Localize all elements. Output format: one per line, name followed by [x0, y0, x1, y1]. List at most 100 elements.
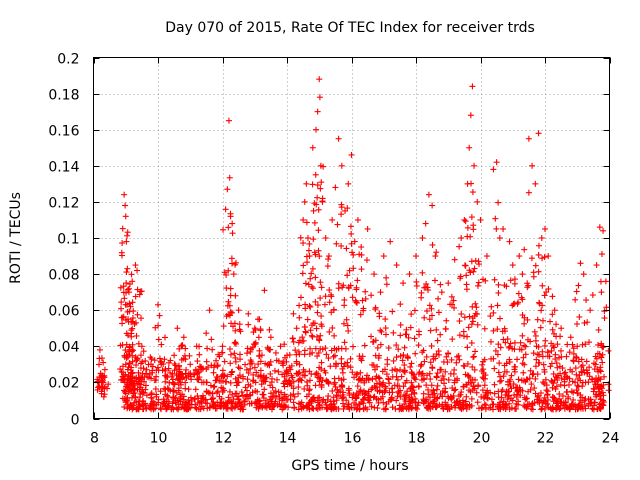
data-point — [316, 336, 323, 343]
data-point — [303, 180, 310, 187]
data-point — [579, 394, 586, 401]
data-point — [376, 387, 383, 394]
data-point — [233, 379, 240, 386]
data-point — [213, 389, 220, 396]
data-point — [161, 356, 168, 363]
data-point — [395, 389, 402, 396]
data-point — [257, 372, 264, 379]
data-point — [530, 350, 537, 357]
data-point — [309, 181, 316, 188]
data-point — [527, 386, 534, 393]
data-point — [173, 405, 180, 412]
data-point — [226, 346, 233, 353]
data-point — [124, 394, 131, 401]
data-point — [255, 361, 262, 368]
data-point — [357, 377, 364, 384]
data-point — [469, 189, 476, 196]
data-point — [545, 253, 552, 260]
data-point — [249, 378, 256, 385]
data-point — [306, 240, 313, 247]
data-point — [487, 404, 494, 411]
data-point — [312, 298, 319, 305]
data-point — [315, 206, 322, 213]
data-point — [121, 395, 128, 402]
data-point — [157, 388, 164, 395]
data-point — [237, 365, 244, 372]
data-point — [339, 365, 346, 372]
data-point — [509, 397, 516, 404]
data-point — [494, 351, 501, 358]
data-point — [445, 395, 452, 402]
data-point — [159, 401, 166, 408]
data-point — [134, 286, 141, 293]
data-point — [420, 396, 427, 403]
data-point — [404, 353, 411, 360]
data-point — [421, 358, 428, 365]
data-point — [194, 392, 201, 399]
data-point — [517, 339, 524, 346]
data-point — [534, 316, 541, 323]
data-point — [595, 326, 602, 333]
data-point — [408, 311, 415, 318]
data-point — [350, 265, 357, 272]
data-point — [536, 300, 543, 307]
data-point — [120, 283, 127, 290]
data-point — [129, 278, 136, 285]
data-point — [300, 366, 307, 373]
data-point — [317, 332, 324, 339]
data-point — [374, 363, 381, 370]
data-point — [309, 333, 316, 340]
data-point — [461, 216, 468, 223]
data-point — [225, 298, 232, 305]
data-point — [327, 405, 334, 412]
data-point — [235, 307, 242, 314]
data-point — [495, 369, 502, 376]
data-point — [516, 253, 523, 260]
data-point — [525, 282, 532, 289]
data-point — [397, 353, 404, 360]
data-point — [435, 295, 442, 302]
data-point — [168, 406, 175, 413]
data-point — [338, 355, 345, 362]
data-point — [302, 305, 309, 312]
data-point — [169, 400, 176, 407]
data-point — [488, 396, 495, 403]
data-point — [354, 370, 361, 377]
data-point — [300, 262, 307, 269]
data-point — [377, 289, 384, 296]
data-point — [567, 334, 574, 341]
data-point — [293, 370, 300, 377]
data-point — [467, 269, 474, 276]
data-point — [315, 227, 322, 234]
data-point — [440, 358, 447, 365]
data-point — [541, 366, 548, 373]
data-point — [445, 376, 452, 383]
data-point — [469, 318, 476, 325]
data-point — [394, 376, 401, 383]
data-point — [491, 390, 498, 397]
data-point — [442, 385, 449, 392]
data-point — [257, 358, 264, 365]
data-point — [289, 335, 296, 342]
data-point — [99, 373, 106, 380]
data-point — [554, 341, 561, 348]
data-point — [557, 370, 564, 377]
data-point — [122, 361, 129, 368]
data-point — [314, 108, 321, 115]
data-point — [535, 130, 542, 137]
data-point — [462, 398, 469, 405]
data-point — [513, 405, 520, 412]
data-point — [469, 83, 476, 90]
data-point — [158, 406, 165, 413]
data-point — [470, 354, 477, 361]
data-point — [360, 406, 367, 413]
data-point — [456, 332, 463, 339]
data-point — [137, 352, 144, 359]
data-point — [602, 278, 609, 285]
data-point — [362, 295, 369, 302]
data-point — [194, 358, 201, 365]
data-point — [428, 342, 435, 349]
data-point — [299, 270, 306, 277]
data-point — [105, 381, 112, 388]
data-point — [567, 366, 574, 373]
